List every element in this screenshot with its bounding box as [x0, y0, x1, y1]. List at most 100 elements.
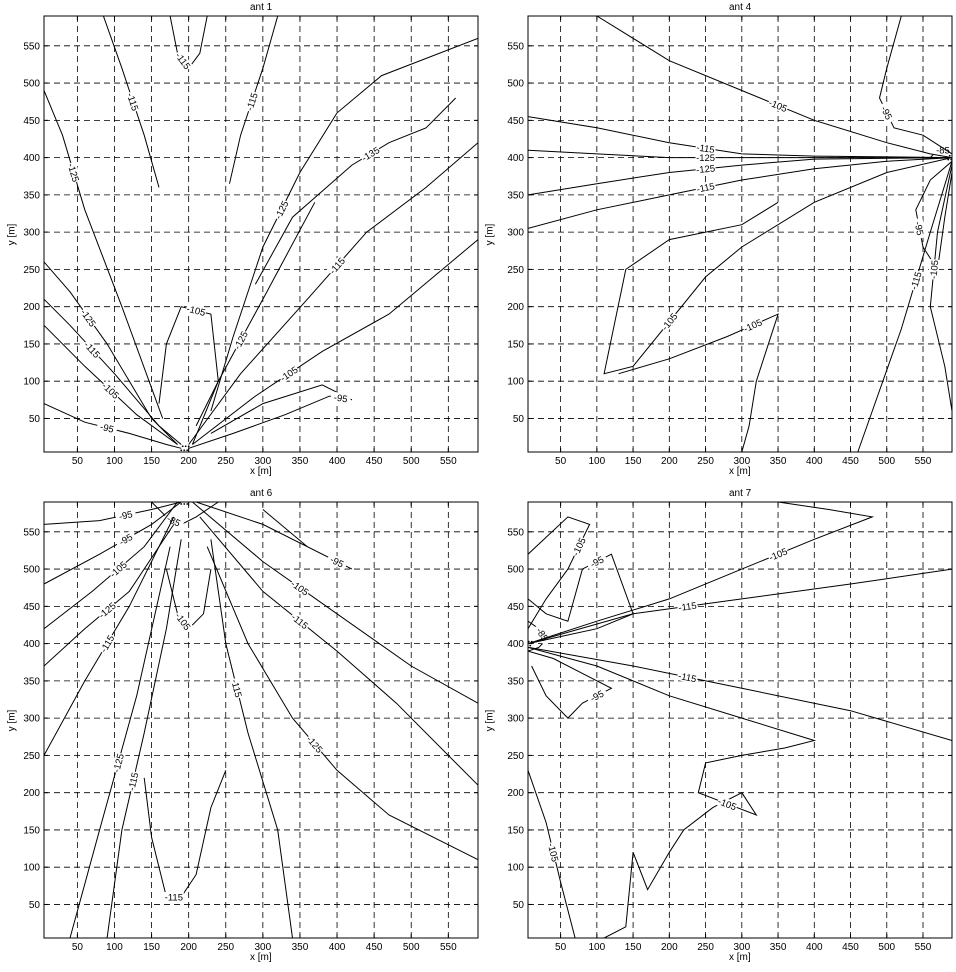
x-axis-label: x [m] — [250, 466, 272, 477]
antenna-source-dot — [184, 445, 187, 448]
contour-plot-svg: 50 100 150 200 250 300 350 400 450 500 550 50 100 150… — [23, 15, 479, 467]
y-tick-label: 300 — [23, 228, 40, 239]
contour-line-125 — [191, 202, 316, 445]
contour-line-115 — [44, 298, 182, 445]
contour-line-125 — [69, 546, 171, 938]
x-tick-label: 400 — [806, 942, 823, 953]
x-tick-label: 100 — [589, 456, 606, 467]
y-tick-label: 450 — [507, 116, 524, 127]
grid-lines — [528, 16, 952, 452]
x-tick-label: 300 — [733, 942, 750, 953]
contour-level-label: -85 — [936, 146, 950, 157]
contour-label-bg — [659, 310, 680, 333]
contour-label-bg — [96, 420, 118, 436]
contour-label-bg — [766, 96, 790, 114]
contour-label-bg — [694, 141, 717, 155]
contour-line-85 — [151, 502, 219, 525]
y-tick-label: 400 — [23, 153, 40, 164]
contour-label-bg — [163, 892, 184, 903]
y-tick-label: 400 — [23, 639, 40, 650]
x-tick-label: 100 — [106, 456, 123, 467]
x-tick-label: 200 — [661, 456, 678, 467]
y-tick-label: 150 — [507, 339, 524, 350]
x-tick-label: 500 — [878, 456, 895, 467]
y-tick-label: 50 — [513, 414, 525, 425]
contour-label-bg — [66, 161, 82, 184]
contour-label-bg — [585, 686, 609, 705]
x-tick-label: 450 — [366, 942, 383, 953]
x-tick-label: 550 — [915, 456, 932, 467]
contour-line-105 — [596, 16, 952, 159]
y-tick-label: 500 — [23, 79, 40, 90]
contour-label-bg — [325, 552, 349, 571]
contour-label-bg — [231, 329, 250, 352]
contour-label-bg — [546, 841, 561, 864]
x-tick-label: 200 — [661, 942, 678, 953]
y-tick-label: 350 — [507, 676, 524, 687]
antenna-source-dot — [188, 499, 190, 501]
y-tick-label: 100 — [23, 377, 40, 388]
x-tick-label: 50 — [72, 942, 84, 953]
contour-label-bg — [330, 391, 352, 405]
contour-line-105 — [929, 164, 952, 412]
contour-label-bg — [277, 364, 300, 384]
contour-line-115 — [528, 646, 952, 741]
contour-line-105 — [603, 157, 952, 375]
x-tick-label: 250 — [697, 942, 714, 953]
x-tick-label: 300 — [733, 456, 750, 467]
contour-plot-svg: 50 100 150 200 250 300 350 400 450 500 550 50 100 150… — [23, 499, 479, 953]
y-tick-label: 50 — [29, 900, 41, 911]
y-tick-label: 550 — [23, 527, 40, 538]
y-tick-label: 50 — [29, 414, 41, 425]
antenna-source-dot — [183, 449, 186, 452]
x-tick-label: 450 — [842, 942, 859, 953]
contour-line-115 — [199, 516, 478, 786]
x-tick-label: 400 — [329, 942, 346, 953]
contour-label-bg — [326, 254, 348, 277]
contour-level-label: -115 — [127, 772, 142, 792]
x-tick-label: 250 — [217, 456, 234, 467]
y-tick-label: 550 — [507, 527, 524, 538]
contour-line-95 — [44, 502, 182, 525]
x-axis-label: x [m] — [250, 952, 272, 963]
contour-label-bg — [716, 795, 739, 813]
y-tick-label: 350 — [507, 190, 524, 201]
plot-title: ant 4 — [729, 2, 752, 13]
contour-label-bg — [110, 751, 126, 774]
contour-level-label: -95 — [118, 509, 134, 523]
antenna-source-marks — [180, 445, 190, 452]
grid-lines — [528, 502, 952, 938]
contour-label-bg — [229, 677, 245, 700]
x-tick-label: 150 — [143, 456, 160, 467]
y-tick-label: 350 — [23, 190, 40, 201]
x-tick-label: 50 — [555, 942, 567, 953]
y-tick-label: 500 — [507, 565, 524, 576]
x-tick-label: 150 — [625, 456, 642, 467]
contour-label-bg — [766, 545, 790, 563]
contour-level-label: -115 — [677, 671, 697, 685]
contour-label-bg — [185, 303, 208, 318]
y-tick-label: 150 — [23, 825, 40, 836]
x-tick-label: 550 — [915, 942, 932, 953]
contour-line-125 — [44, 90, 164, 419]
contour-level-label: -115 — [124, 92, 140, 113]
contour-level-label: -95 — [99, 422, 115, 436]
x-tick-label: 300 — [255, 942, 272, 953]
contour-line-115 — [106, 539, 182, 938]
x-tick-label: 500 — [403, 942, 420, 953]
contour-label-bg — [96, 599, 118, 621]
contour-label-bg — [107, 558, 130, 580]
contour-line-105 — [192, 239, 478, 445]
contour-level-label: -115 — [228, 678, 243, 698]
contour-line-125 — [210, 37, 478, 412]
contour-level-label: -125 — [696, 153, 715, 164]
contour-label-bg — [927, 258, 940, 280]
contour-level-label: -105 — [660, 311, 681, 333]
x-tick-label: 350 — [292, 942, 309, 953]
contour-line-125 — [44, 261, 178, 445]
x-tick-label: 50 — [72, 456, 84, 467]
contour-label-bg — [162, 511, 185, 530]
contour-level-label: -105 — [767, 98, 789, 115]
